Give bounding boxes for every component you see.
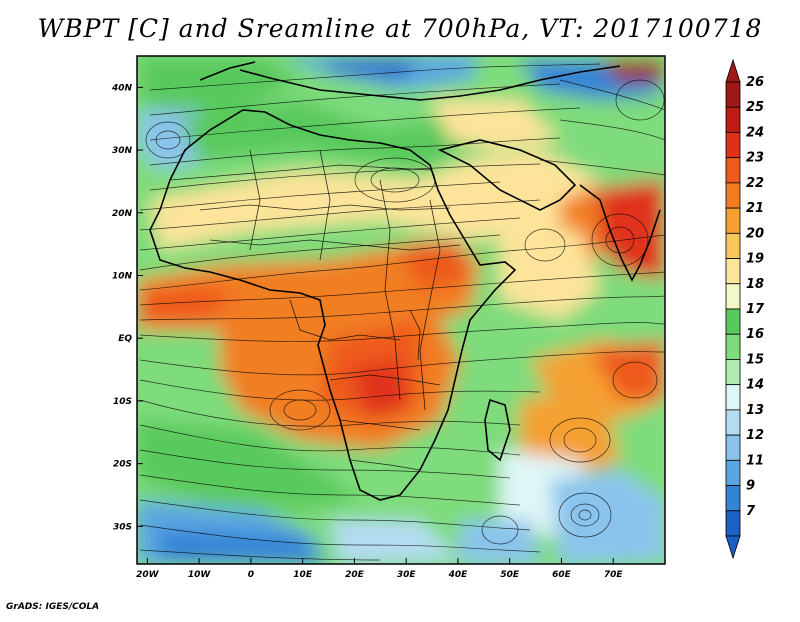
lon-tick-label: 10E: [293, 570, 313, 580]
colorbar-label: 19: [746, 252, 764, 267]
colorbar-swatch: [725, 81, 741, 108]
lon-tick-label: 40E: [448, 570, 469, 580]
streamlines: [139, 63, 665, 561]
colorbar-swatch: [725, 157, 741, 184]
colorbar-label: 17: [746, 302, 765, 317]
colorbar-swatch: [725, 333, 741, 360]
footer-credit: GrADS: IGES/COLA: [6, 602, 100, 612]
lat-tick-label: 10N: [112, 272, 133, 282]
colorbar-label: 20: [746, 226, 764, 241]
colorbar-swatch: [725, 434, 741, 461]
colorbar-label: 11: [746, 453, 764, 468]
colorbar-bottom-arrow: [725, 535, 741, 560]
colorbar-swatch: [725, 283, 741, 310]
colorbar-label: 14: [746, 378, 764, 393]
colorbar-swatch: [725, 485, 741, 512]
colorbar-swatch: [725, 510, 741, 537]
lat-tick-label: 40N: [111, 83, 133, 93]
colorbar-swatch: [725, 258, 741, 285]
colorbar-label: 12: [746, 428, 764, 443]
colorbar-label: 7: [746, 504, 756, 519]
coastlines: [149, 61, 661, 501]
colorbar: 26 25 24 23 22 21 20 19 18 17 16 15 14 13 12 11 9 7: [725, 58, 765, 560]
lon-tick-label: 50E: [500, 570, 520, 580]
colorbar-swatch: [725, 409, 741, 436]
colorbar-label: 13: [746, 403, 764, 418]
colorbar-swatch: [725, 207, 741, 234]
borders: [169, 149, 461, 471]
lat-tick-label: 10S: [113, 397, 132, 407]
colorbar-label: 15: [746, 352, 764, 367]
colorbar-swatch: [725, 182, 741, 209]
wbpt-field: [137, 56, 665, 564]
colorbar-label: 22: [746, 176, 764, 191]
lat-tick-label: 20N: [112, 209, 133, 219]
plot-frame: [136, 55, 666, 565]
latitude-axis: 40N 30N 20N 10N EQ 10S 20S 30S: [111, 83, 143, 532]
lon-tick-label: 0: [248, 570, 254, 580]
lat-tick-label: EQ: [118, 334, 132, 344]
colorbar-swatch: [725, 384, 741, 411]
lon-tick-label: 20E: [345, 570, 365, 580]
lon-tick-label: 10W: [188, 570, 212, 580]
lon-tick-label: 60E: [552, 570, 572, 580]
lon-tick-label: 70E: [604, 570, 624, 580]
lat-tick-label: 20S: [113, 460, 132, 470]
colorbar-swatch: [725, 359, 741, 386]
colorbar-label: 26: [746, 75, 764, 90]
lat-tick-label: 30S: [113, 522, 132, 532]
colorbar-label: 9: [746, 479, 755, 494]
colorbar-swatch: [725, 459, 741, 486]
lon-tick-label: 20W: [136, 570, 160, 580]
colorbar-label: 21: [746, 201, 764, 216]
colorbar-label: 16: [746, 327, 764, 342]
colorbar-label: 24: [746, 125, 764, 140]
colorbar-label: 23: [746, 151, 764, 166]
lat-tick-label: 30N: [112, 146, 133, 156]
lon-tick-label: 30E: [397, 570, 417, 580]
colorbar-swatch: [725, 232, 741, 259]
longitude-axis: 20W 10W 0 10E 20E 30E 40E 50E 60E 70E: [136, 558, 623, 580]
chart-title: WBPT [C] and Sreamline at 700hPa, VT: 20…: [37, 14, 763, 43]
colorbar-swatch: [725, 308, 741, 335]
colorbar-label: 18: [746, 277, 764, 292]
colorbar-swatch: [725, 132, 741, 159]
colorbar-label: 25: [746, 100, 764, 115]
colorbar-top-arrow: [725, 58, 741, 83]
colorbar-swatch: [725, 106, 741, 133]
